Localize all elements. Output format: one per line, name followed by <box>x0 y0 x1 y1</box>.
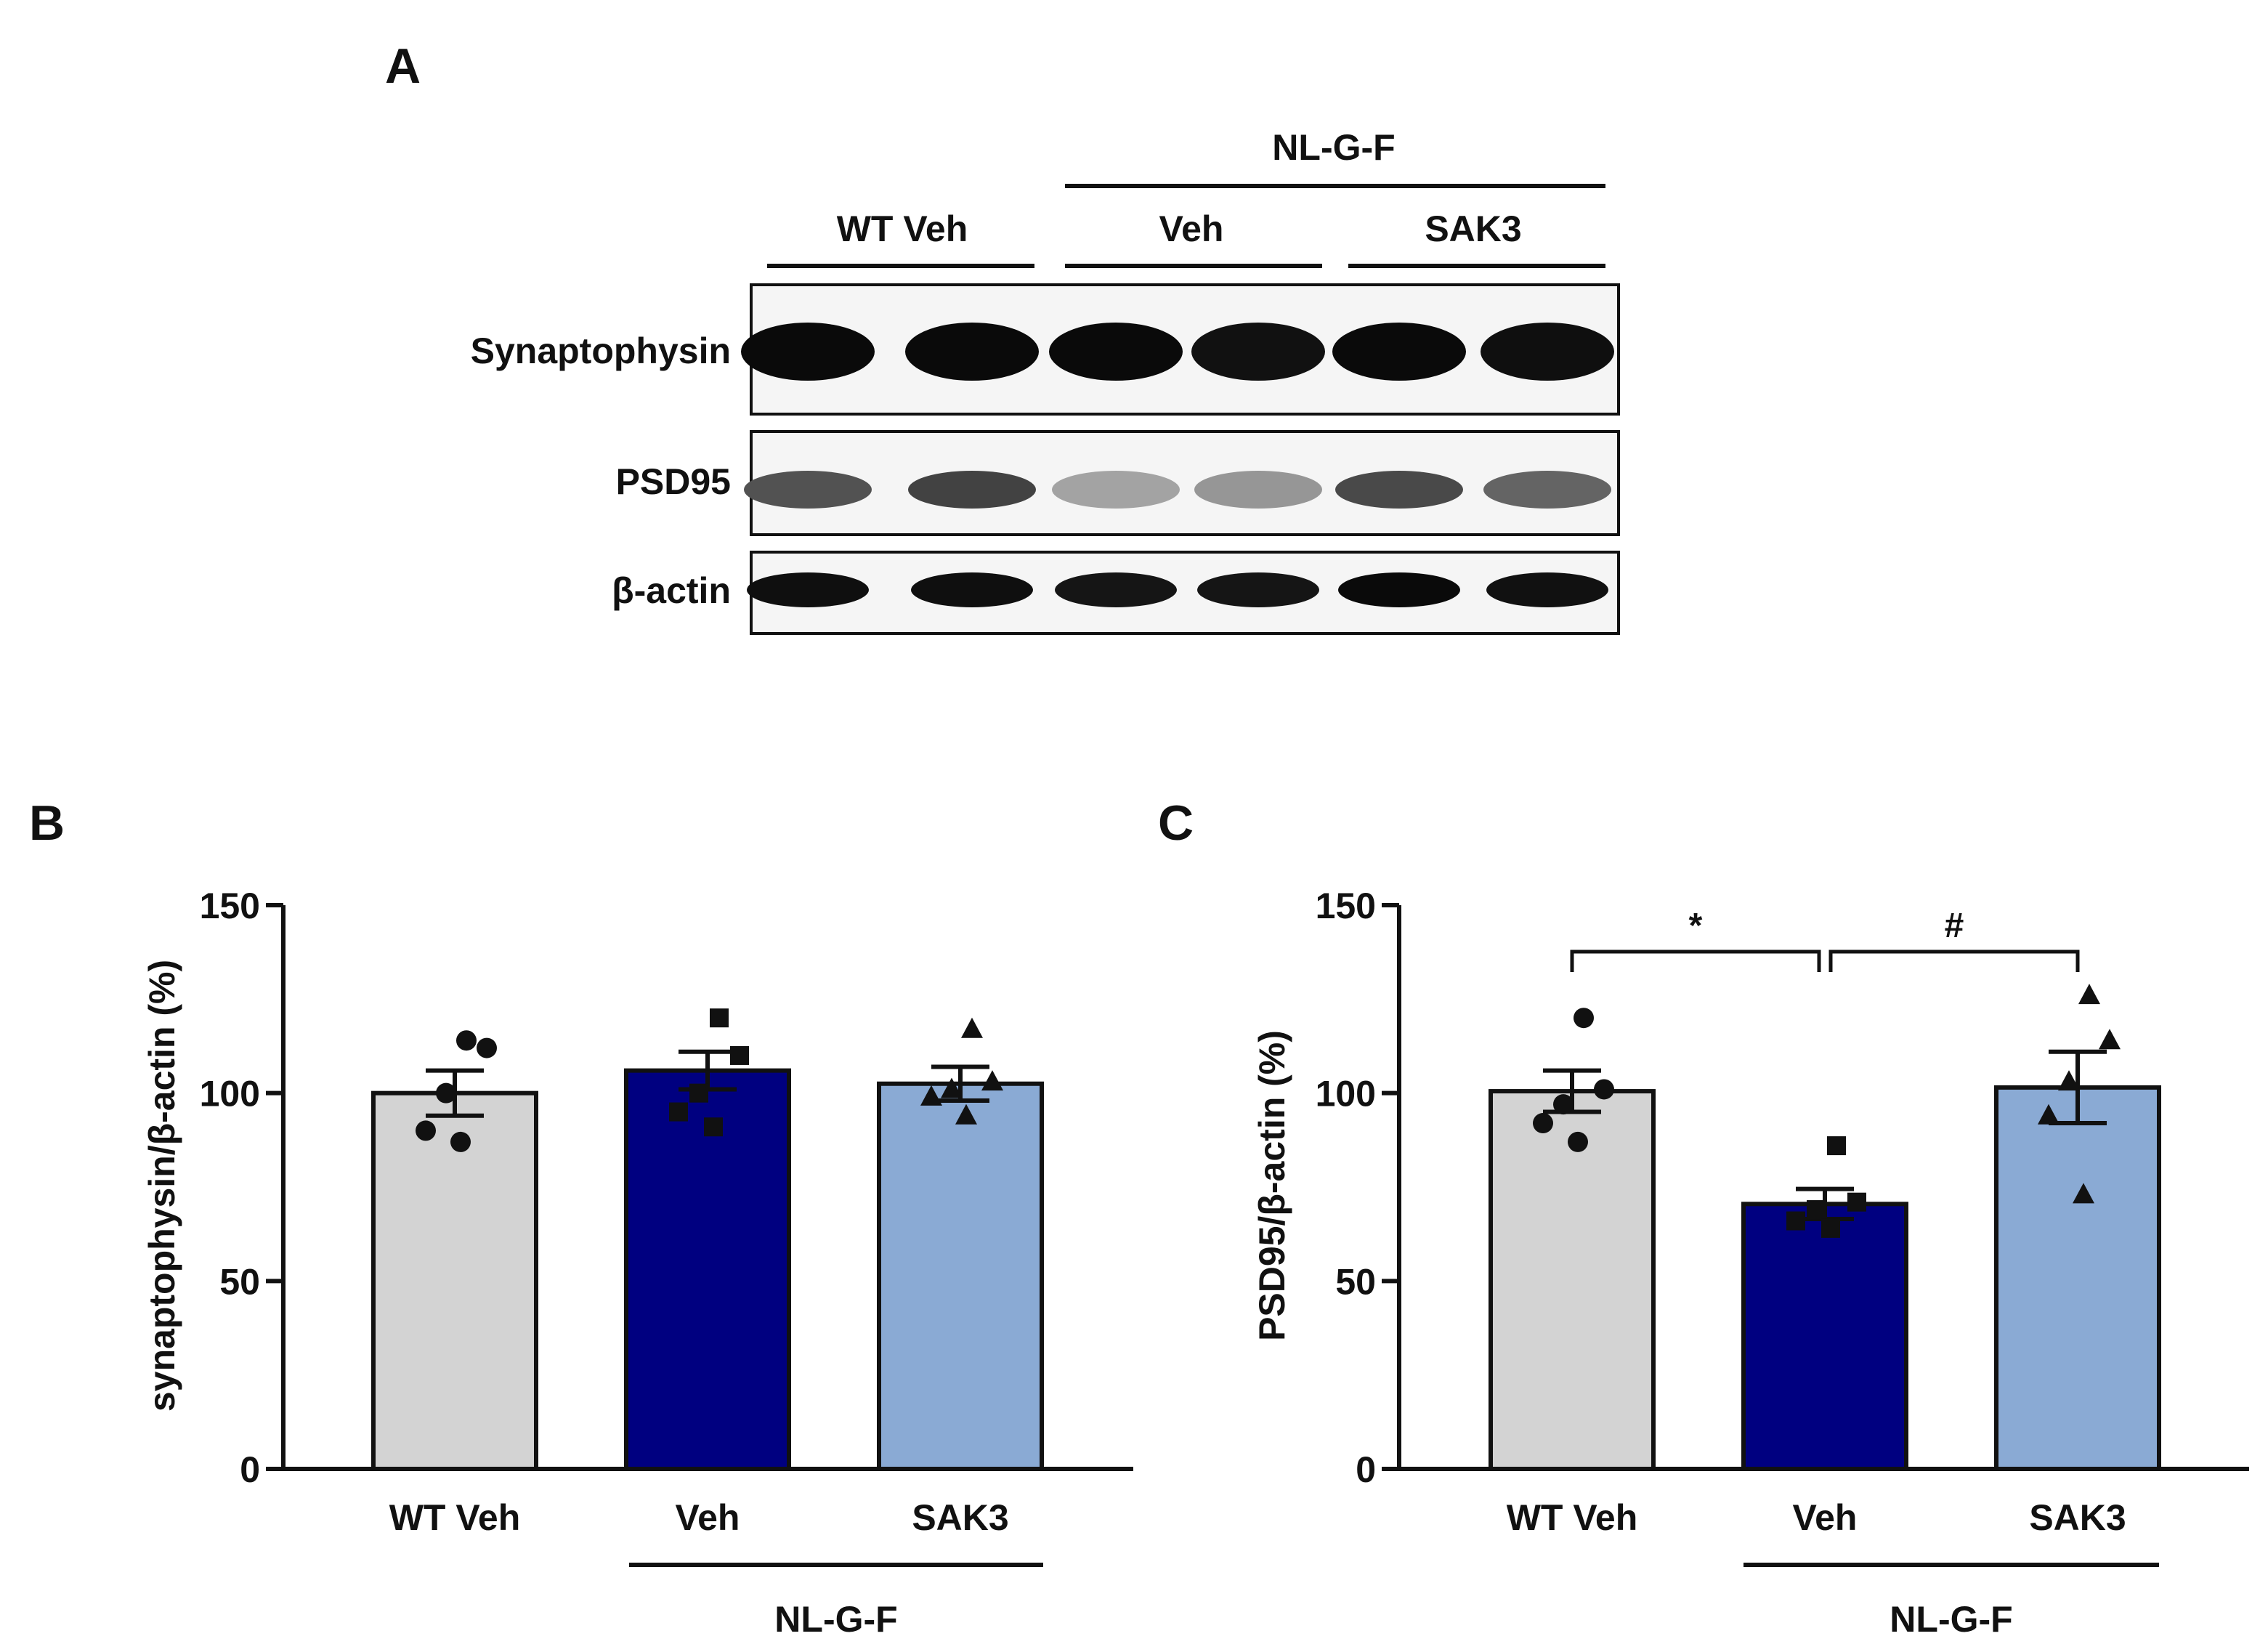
data-point <box>1807 1200 1826 1220</box>
data-point <box>416 1120 436 1141</box>
data-point <box>941 1077 963 1098</box>
data-point <box>981 1070 1003 1091</box>
panel-c-label: C <box>1158 795 1194 851</box>
blot-band <box>1191 323 1325 381</box>
blot-label-synaptophysin: Synaptophysin <box>471 331 731 371</box>
significance-label: * <box>1689 907 1703 945</box>
data-point <box>689 1083 708 1103</box>
data-point <box>1786 1211 1805 1231</box>
y-tick-label: 50 <box>1335 1261 1376 1302</box>
panel-c-chart: 0 50 100 150 WT Veh Veh SAK3 NL-G-F * # <box>1316 886 2249 1640</box>
blot-label-psd95: PSD95 <box>616 461 731 502</box>
x-tick-label: WT Veh <box>389 1497 521 1538</box>
blot-band <box>905 323 1039 381</box>
y-tick-label: 0 <box>240 1449 260 1490</box>
blot-band <box>911 572 1033 607</box>
blot-band <box>1332 323 1466 381</box>
data-point <box>1568 1131 1588 1152</box>
blot-band <box>1338 572 1460 607</box>
y-tick-label: 100 <box>1316 1074 1376 1114</box>
x-tick-label: WT Veh <box>1507 1497 1638 1538</box>
data-point <box>1533 1113 1553 1134</box>
blot-band <box>1049 323 1183 381</box>
x-tick-label: SAK3 <box>2029 1497 2126 1538</box>
y-tick-label: 0 <box>1356 1449 1376 1490</box>
blot-band <box>1052 471 1180 509</box>
bar-veh <box>624 1068 791 1472</box>
panel-b-ylabel: synaptophysin/β-actin (%) <box>142 960 182 1412</box>
panel-b-chart: 0 50 100 150 WT Veh Veh SAK3 NL-G-F <box>200 886 1133 1640</box>
blot-group-wt-veh: WT Veh <box>837 208 968 249</box>
data-point <box>1827 1136 1846 1156</box>
blot-band <box>1055 572 1177 607</box>
data-point <box>456 1030 477 1051</box>
panel-b: B synaptophysin/β-actin (%) 0 50 100 150 WT … <box>29 795 1133 1640</box>
blot-group-veh: Veh <box>1159 208 1224 249</box>
blot-band <box>1486 572 1608 607</box>
bar-wt-veh <box>371 1090 538 1471</box>
data-point <box>477 1037 497 1058</box>
blot-band <box>1335 471 1463 509</box>
data-point <box>2099 1029 2121 1050</box>
panel-b-label: B <box>29 795 65 851</box>
panel-c-ylabel: PSD95/β-actin (%) <box>1252 1030 1292 1341</box>
data-point <box>920 1085 942 1106</box>
data-point <box>730 1045 749 1065</box>
panel-a-label: A <box>385 39 421 94</box>
blot-band <box>1483 471 1611 509</box>
blot-band <box>744 471 872 509</box>
blot-label-beta-actin: β-actin <box>612 570 731 611</box>
blot-band <box>1197 572 1319 607</box>
y-tick-label: 100 <box>200 1074 260 1114</box>
blot-box-psd95 <box>750 430 1620 536</box>
x-tick-label: Veh <box>1793 1497 1858 1538</box>
panel-a: A NL-G-F WT Veh Veh SAK3 Synaptophysin P… <box>385 39 1620 635</box>
data-point <box>2073 1183 2094 1204</box>
data-point <box>1821 1218 1840 1238</box>
data-point <box>436 1082 456 1104</box>
group-label: NL-G-F <box>1890 1599 2012 1640</box>
blot-group-top-label: NL-G-F <box>1272 127 1395 168</box>
blot-box-synaptophysin <box>750 283 1620 416</box>
bar-sak3 <box>1994 1085 2161 1471</box>
data-point <box>1847 1192 1866 1212</box>
blot-band <box>747 572 869 607</box>
data-point <box>1574 1008 1594 1029</box>
panel-c: C PSD95/β-actin (%) 0 50 100 150 WT Veh Veh SA… <box>1158 795 2249 1640</box>
data-point <box>2058 1070 2080 1091</box>
x-tick-label: SAK3 <box>912 1497 1008 1538</box>
significance-bracket <box>1828 950 2080 972</box>
bar-sak3 <box>877 1081 1044 1471</box>
y-tick-label: 150 <box>200 886 260 926</box>
x-tick-label: Veh <box>676 1497 740 1538</box>
data-point <box>710 1008 729 1028</box>
significance-label: # <box>1945 907 1964 945</box>
data-point <box>961 1017 983 1038</box>
group-label: NL-G-F <box>774 1599 897 1640</box>
blot-band <box>908 471 1036 509</box>
blot-bands <box>741 323 1614 607</box>
data-point <box>669 1102 688 1122</box>
y-tick-label: 50 <box>219 1261 260 1302</box>
blot-band <box>1194 471 1322 509</box>
data-point <box>2078 984 2100 1005</box>
data-point <box>955 1104 977 1125</box>
blot-band <box>1481 323 1614 381</box>
blot-group-sak3: SAK3 <box>1425 208 1521 249</box>
data-point <box>450 1131 471 1152</box>
y-tick-label: 150 <box>1316 886 1376 926</box>
data-point <box>1594 1079 1614 1100</box>
significance-bracket <box>1570 950 1821 972</box>
data-point <box>2038 1104 2060 1125</box>
blot-band <box>741 323 875 381</box>
bar-veh <box>1741 1202 1908 1472</box>
blot-box-beta-actin <box>750 551 1620 635</box>
data-point <box>1553 1094 1574 1115</box>
data-point <box>704 1117 723 1137</box>
